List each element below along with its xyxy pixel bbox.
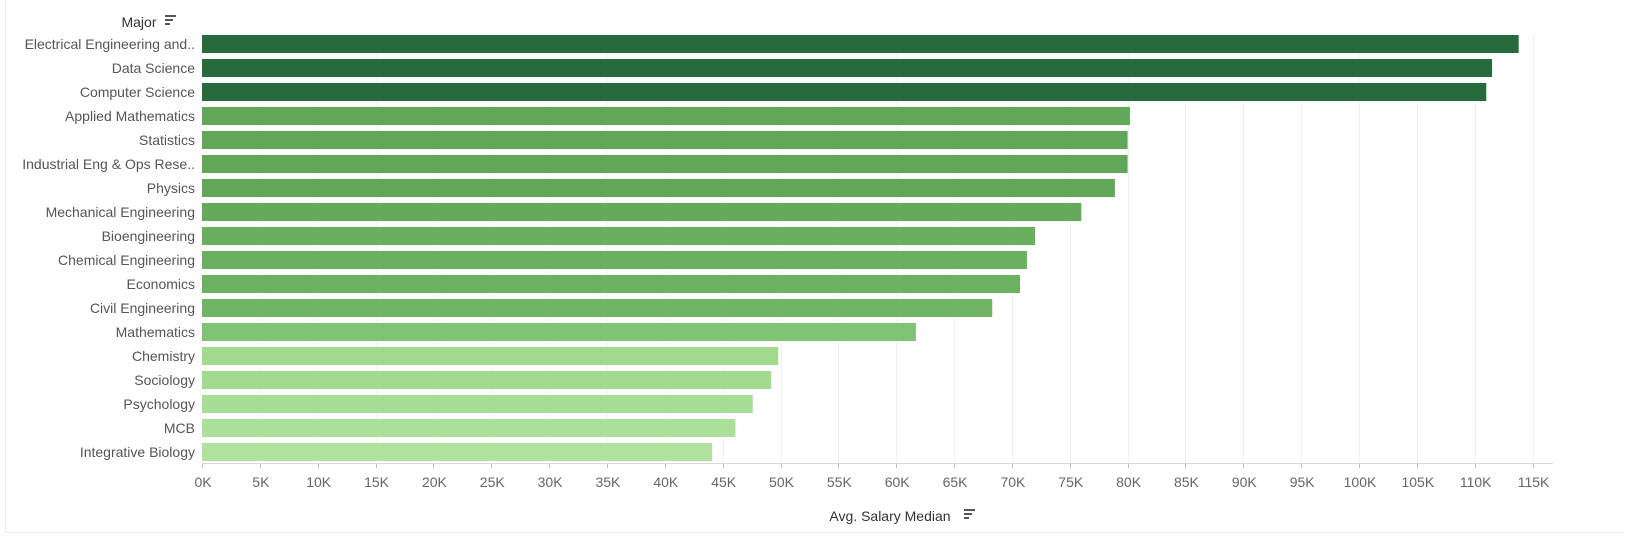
x-tick-label: 25K bbox=[480, 474, 506, 490]
x-tick-label: 115K bbox=[1518, 474, 1550, 490]
category-label[interactable]: Electrical Engineering and.. bbox=[25, 36, 195, 52]
x-tick-label: 15K bbox=[364, 474, 390, 490]
category-label[interactable]: Bioengineering bbox=[102, 228, 195, 244]
bar[interactable] bbox=[202, 371, 772, 389]
x-tick-label: 5K bbox=[252, 474, 270, 490]
x-tick-label: 75K bbox=[1058, 474, 1084, 490]
bar[interactable] bbox=[202, 179, 1115, 197]
category-label[interactable]: MCB bbox=[164, 420, 195, 436]
category-label[interactable]: Integrative Biology bbox=[80, 444, 195, 460]
x-axis: 0K 5K 10K 15K 20K 25K 30K 35K 40K 45K 50K 55K 60K 65K… bbox=[194, 463, 1553, 490]
bar[interactable] bbox=[202, 419, 736, 437]
x-tick-label: 55K bbox=[827, 474, 853, 490]
x-tick-label: 110K bbox=[1460, 474, 1492, 490]
x-axis-header[interactable]: Avg. Salary Median bbox=[829, 508, 975, 524]
category-label[interactable]: Computer Science bbox=[80, 84, 195, 100]
sort-descending-icon[interactable] bbox=[964, 509, 975, 519]
x-tick-label: 60K bbox=[885, 474, 911, 490]
x-tick-label: 105K bbox=[1401, 474, 1434, 490]
x-tick-label: 45K bbox=[711, 474, 737, 490]
x-tick-label: 80K bbox=[1116, 474, 1142, 490]
bar[interactable] bbox=[202, 323, 916, 341]
category-labels: Electrical Engineering and.. Data Science… bbox=[22, 36, 195, 460]
category-label[interactable]: Civil Engineering bbox=[90, 300, 195, 316]
x-tick-label: 95K bbox=[1290, 474, 1316, 490]
bar[interactable] bbox=[202, 299, 993, 317]
bar[interactable] bbox=[202, 59, 1493, 77]
category-label[interactable]: Economics bbox=[127, 276, 195, 292]
bar[interactable] bbox=[202, 131, 1128, 149]
category-label[interactable]: Data Science bbox=[112, 60, 195, 76]
bar[interactable] bbox=[202, 275, 1020, 293]
category-label[interactable]: Psychology bbox=[123, 396, 195, 412]
chart-frame bbox=[5, 0, 1625, 533]
x-tick-label: 40K bbox=[653, 474, 679, 490]
bar[interactable] bbox=[202, 35, 1519, 53]
x-tick-label: 85K bbox=[1174, 474, 1200, 490]
bar[interactable] bbox=[202, 347, 779, 365]
x-tick-label: 70K bbox=[1000, 474, 1026, 490]
bar[interactable] bbox=[202, 395, 753, 413]
x-tick-label: 30K bbox=[538, 474, 564, 490]
category-label[interactable]: Applied Mathematics bbox=[65, 108, 195, 124]
x-axis-title: Avg. Salary Median bbox=[829, 508, 950, 524]
category-label[interactable]: Chemistry bbox=[132, 348, 195, 364]
x-tick-label: 50K bbox=[769, 474, 795, 490]
x-tick-label: 90K bbox=[1232, 474, 1258, 490]
x-tick-label: 35K bbox=[595, 474, 621, 490]
bar[interactable] bbox=[202, 203, 1082, 221]
category-label[interactable]: Statistics bbox=[139, 132, 195, 148]
sort-descending-icon[interactable] bbox=[165, 15, 176, 25]
category-label[interactable]: Sociology bbox=[134, 372, 195, 388]
x-tick-label: 65K bbox=[943, 474, 969, 490]
category-label[interactable]: Industrial Eng & Ops Rese.. bbox=[22, 156, 195, 172]
x-tick-label: 10K bbox=[306, 474, 332, 490]
bar[interactable] bbox=[202, 83, 1487, 101]
bar[interactable] bbox=[202, 227, 1036, 245]
category-label[interactable]: Mathematics bbox=[116, 324, 195, 340]
bar[interactable] bbox=[202, 107, 1130, 125]
y-axis-title: Major bbox=[121, 14, 156, 30]
grid-lines bbox=[260, 34, 1534, 463]
bar[interactable] bbox=[202, 251, 1027, 269]
bar[interactable] bbox=[202, 155, 1128, 173]
y-axis-header[interactable]: Major bbox=[121, 14, 176, 30]
category-label[interactable]: Physics bbox=[147, 180, 195, 196]
category-label[interactable]: Mechanical Engineering bbox=[46, 204, 195, 220]
x-tick-label: 20K bbox=[422, 474, 448, 490]
bar[interactable] bbox=[202, 443, 713, 461]
bars bbox=[202, 35, 1519, 461]
x-tick-label: 100K bbox=[1344, 474, 1377, 490]
category-label[interactable]: Chemical Engineering bbox=[58, 252, 195, 268]
x-tick-label: 0K bbox=[194, 474, 212, 490]
